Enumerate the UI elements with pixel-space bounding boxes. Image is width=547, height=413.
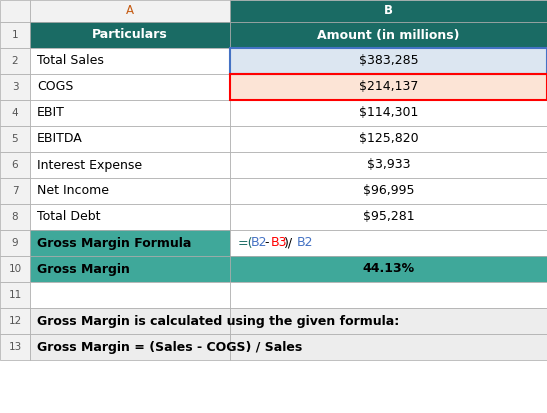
Bar: [30, 126, 230, 152]
Bar: [230, 204, 547, 230]
Bar: [0, 0, 30, 22]
Text: 7: 7: [11, 186, 18, 196]
Bar: [30, 204, 230, 230]
Text: EBITDA: EBITDA: [37, 133, 83, 145]
Text: $114,301: $114,301: [359, 107, 418, 119]
Text: 13: 13: [8, 342, 22, 352]
Bar: [230, 256, 547, 282]
Text: Amount (in millions): Amount (in millions): [317, 28, 459, 41]
Text: Gross Margin: Gross Margin: [37, 263, 130, 275]
Bar: [30, 48, 230, 74]
Text: Total Sales: Total Sales: [37, 55, 104, 67]
Bar: [0, 308, 30, 334]
Text: Gross Margin is calculated using the given formula:: Gross Margin is calculated using the giv…: [37, 315, 399, 328]
Bar: [30, 100, 230, 126]
Bar: [230, 178, 547, 204]
Text: $96,995: $96,995: [363, 185, 414, 197]
Bar: [0, 178, 30, 204]
Bar: [30, 22, 230, 48]
Text: 9: 9: [11, 238, 18, 248]
Bar: [30, 230, 230, 256]
Text: $3,933: $3,933: [366, 159, 410, 171]
Text: Interest Expense: Interest Expense: [37, 159, 142, 171]
Bar: [230, 48, 547, 74]
Text: Net Income: Net Income: [37, 185, 109, 197]
Text: B2: B2: [296, 237, 313, 249]
Text: 11: 11: [8, 290, 22, 300]
Text: A: A: [126, 5, 134, 17]
Bar: [230, 126, 547, 152]
Bar: [230, 152, 547, 178]
Text: 1: 1: [11, 30, 18, 40]
Bar: [30, 152, 230, 178]
Bar: [230, 334, 547, 360]
Text: B: B: [384, 5, 393, 17]
Text: B2: B2: [251, 237, 267, 249]
Bar: [30, 282, 230, 308]
Bar: [230, 230, 547, 256]
Bar: [30, 178, 230, 204]
Bar: [30, 308, 230, 334]
Text: 10: 10: [8, 264, 21, 274]
Bar: [0, 48, 30, 74]
Bar: [0, 282, 30, 308]
Text: Gross Margin Formula: Gross Margin Formula: [37, 237, 191, 249]
Text: $214,137: $214,137: [359, 81, 418, 93]
Text: 8: 8: [11, 212, 18, 222]
Text: 3: 3: [11, 82, 18, 92]
Bar: [0, 334, 30, 360]
Bar: [230, 48, 547, 74]
Bar: [230, 74, 547, 100]
Text: 6: 6: [11, 160, 18, 170]
Text: EBIT: EBIT: [37, 107, 65, 119]
Text: $383,285: $383,285: [359, 55, 418, 67]
Bar: [0, 204, 30, 230]
Bar: [0, 100, 30, 126]
Bar: [0, 256, 30, 282]
Bar: [0, 22, 30, 48]
Bar: [0, 230, 30, 256]
Bar: [230, 22, 547, 48]
Text: 12: 12: [8, 316, 22, 326]
Text: B3: B3: [271, 237, 287, 249]
Bar: [230, 0, 547, 22]
Bar: [230, 100, 547, 126]
Text: =(: =(: [238, 237, 253, 249]
Bar: [0, 126, 30, 152]
Bar: [30, 256, 230, 282]
Bar: [230, 282, 547, 308]
Text: $95,281: $95,281: [363, 211, 414, 223]
Bar: [30, 0, 230, 22]
Text: 5: 5: [11, 134, 18, 144]
Text: 2: 2: [11, 56, 18, 66]
Text: -: -: [264, 237, 269, 249]
Bar: [0, 74, 30, 100]
Text: 4: 4: [11, 108, 18, 118]
Bar: [230, 74, 547, 100]
Text: )/: )/: [283, 237, 293, 249]
Bar: [230, 308, 547, 334]
Text: Particulars: Particulars: [92, 28, 168, 41]
Text: Total Debt: Total Debt: [37, 211, 101, 223]
Text: $125,820: $125,820: [359, 133, 418, 145]
Text: 44.13%: 44.13%: [363, 263, 415, 275]
Text: Gross Margin = (Sales - COGS) / Sales: Gross Margin = (Sales - COGS) / Sales: [37, 340, 302, 354]
Bar: [0, 152, 30, 178]
Bar: [30, 334, 230, 360]
Bar: [30, 74, 230, 100]
Text: COGS: COGS: [37, 81, 73, 93]
